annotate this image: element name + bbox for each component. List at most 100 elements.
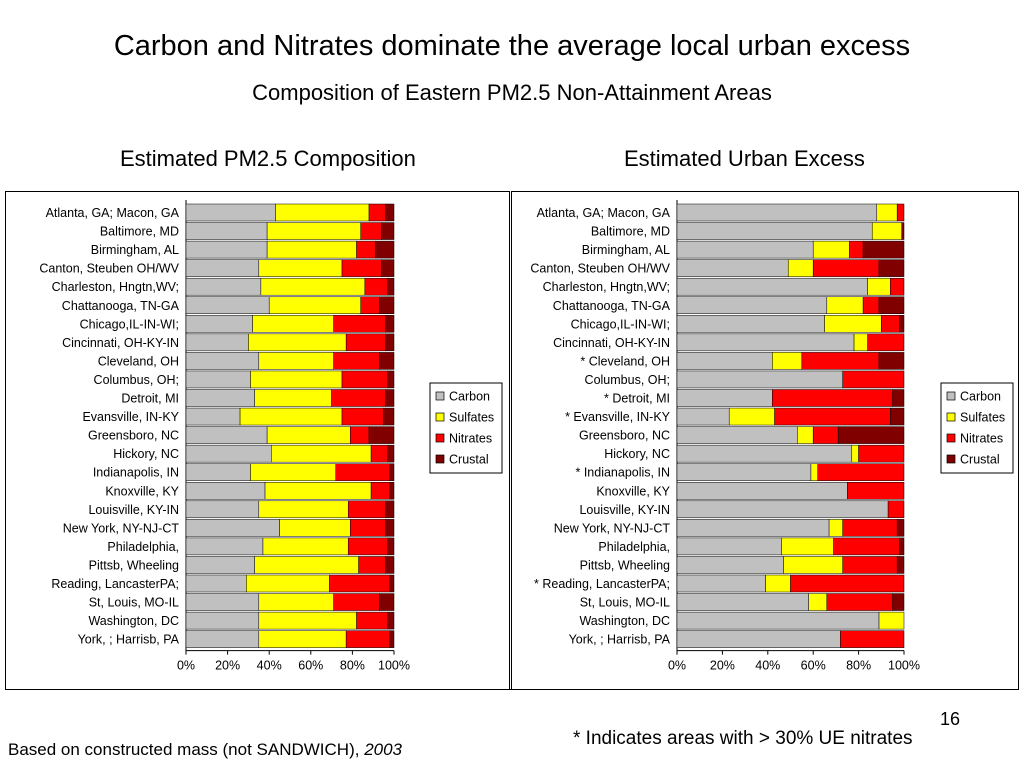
bar-crustal-chattanooga-tn-ga [379, 296, 395, 314]
urban-excess-chart: Atlanta, GA; Macon, GA Baltimore, MD Birmi… [530, 200, 1014, 673]
bar-carbon-greensboro-nc [185, 426, 268, 444]
bar-carbon-cincinnati-oh-ky-in [676, 333, 855, 352]
x-tick-label: 20% [710, 659, 735, 673]
bar-carbon-charleston-hngtn-wv [676, 277, 868, 296]
category-label: Columbus, OH; [585, 373, 670, 387]
bar-nitrates-hickory-nc [858, 444, 905, 463]
bar-crustal-canton-steuben-oh-wv [381, 259, 395, 277]
bar-sulfates-washington-dc [258, 611, 357, 630]
legend-swatch-crustal [435, 454, 445, 464]
bar-nitrates-birmingham-al [356, 240, 376, 259]
bar-crustal-evansville-in-ky [383, 407, 395, 426]
bar-carbon-new-york-ny-nj-ct [676, 519, 830, 537]
bar-sulfates-hickory-nc [271, 444, 372, 463]
bar-nitrates-cleveland-oh [801, 352, 880, 370]
bar-carbon-cleveland-oh [676, 352, 773, 370]
bar-crustal-washington-dc [387, 611, 395, 630]
bar-nitrates-detroit-mi [772, 389, 893, 407]
category-label: Canton, Steuben OH/WV [39, 262, 179, 276]
legend-swatch-carbon [435, 391, 445, 401]
bar-crustal-columbus-oh [387, 370, 395, 389]
category-label: Baltimore, MD [591, 225, 670, 239]
legend-label-crustal: Crustal [449, 453, 489, 467]
category-label: Canton, Steuben OH/WV [530, 262, 670, 276]
bar-carbon-chicago-il-in-wi [185, 315, 253, 333]
slide-subtitle: Composition of Eastern PM2.5 Non-Attainm… [252, 80, 772, 105]
bar-sulfates-pittsb-wheeling [783, 556, 843, 574]
bar-carbon-indianapolis-in [676, 463, 812, 481]
bar-nitrates-columbus-oh [341, 370, 389, 389]
bar-sulfates-louisville-ky-in [258, 500, 349, 519]
legend-swatch-carbon [946, 391, 956, 401]
bar-nitrates-hickory-nc [370, 444, 389, 463]
bar-crustal-baltimore-md [901, 222, 905, 240]
bar-crustal-cleveland-oh [878, 352, 905, 370]
bar-carbon-columbus-oh [676, 370, 843, 389]
category-label: Atlanta, GA; Macon, GA [537, 206, 671, 220]
bar-crustal-philadelphia [899, 537, 905, 556]
bar-sulfates-reading-lancasterpa [246, 574, 330, 593]
bar-carbon-indianapolis-in [185, 463, 251, 481]
category-label: St, Louis, MO-IL [580, 596, 670, 610]
bar-carbon-chattanooga-tn-ga [185, 296, 270, 314]
legend-label-sulfates: Sulfates [449, 411, 494, 425]
bar-sulfates-baltimore-md [266, 222, 361, 240]
bar-carbon-greensboro-nc [676, 426, 798, 444]
category-label: Louisville, KY-IN [88, 503, 179, 517]
bar-carbon-atlanta-ga-macon-ga [676, 203, 878, 222]
legend-label-carbon: Carbon [449, 390, 490, 404]
bar-crustal-new-york-ny-nj-ct [385, 519, 395, 537]
bar-crustal-canton-steuben-oh-wv [878, 259, 905, 277]
bar-nitrates-pittsb-wheeling [842, 556, 898, 574]
bar-nitrates-st-louis-mo-il [826, 593, 893, 611]
category-label: Charleston, Hngtn,WV; [543, 280, 670, 294]
bar-carbon-pittsb-wheeling [676, 556, 784, 574]
bar-crustal-reading-lancasterpa [389, 574, 395, 593]
bar-carbon-washington-dc [676, 611, 880, 630]
bar-carbon-philadelphia [676, 537, 782, 556]
bar-carbon-cincinnati-oh-ky-in [185, 333, 249, 352]
bar-crustal-detroit-mi [892, 389, 905, 407]
bar-carbon-chattanooga-tn-ga [676, 296, 828, 314]
x-tick-label: 80% [846, 659, 871, 673]
bar-crustal-evansville-in-ky [890, 407, 905, 426]
category-label: Philadelphia, [598, 540, 670, 554]
bar-carbon-reading-lancasterpa [185, 574, 247, 593]
bar-sulfates-indianapolis-in [250, 463, 337, 481]
bar-nitrates-york-harrisb-pa [840, 630, 905, 648]
bar-sulfates-philadelphia [781, 537, 834, 556]
bar-sulfates-york-harrisb-pa [258, 630, 347, 648]
bar-sulfates-charleston-hngtn-wv [260, 277, 366, 296]
bar-sulfates-chicago-il-in-wi [824, 315, 882, 333]
bar-nitrates-chattanooga-tn-ga [360, 296, 380, 314]
bar-nitrates-atlanta-ga-macon-ga [368, 203, 386, 222]
category-label: Chicago,IL-IN-WI; [571, 317, 670, 331]
right-chart-area: Atlanta, GA; Macon, GA Baltimore, MD Birmi… [511, 191, 1019, 690]
bar-sulfates-birmingham-al [812, 240, 850, 259]
category-label: * Indianapolis, IN [575, 466, 670, 480]
bar-nitrates-pittsb-wheeling [358, 556, 386, 574]
bar-sulfates-indianapolis-in [810, 463, 818, 481]
bar-sulfates-hickory-nc [851, 444, 859, 463]
bar-nitrates-philadelphia [833, 537, 900, 556]
bar-nitrates-charleston-hngtn-wv [890, 277, 905, 296]
category-label: Atlanta, GA; Macon, GA [46, 206, 180, 220]
category-label: Greensboro, NC [579, 429, 670, 443]
legend-label-nitrates: Nitrates [960, 432, 1003, 446]
bar-crustal-atlanta-ga-macon-ga [385, 203, 395, 222]
category-label: * Cleveland, OH [580, 354, 670, 368]
bar-carbon-york-harrisb-pa [676, 630, 841, 648]
category-label: * Reading, LancasterPA; [534, 577, 670, 591]
category-label: Detroit, MI [121, 392, 179, 406]
bar-nitrates-indianapolis-in [335, 463, 391, 481]
bar-sulfates-evansville-in-ky [728, 407, 775, 426]
bar-carbon-charleston-hngtn-wv [185, 277, 262, 296]
bar-sulfates-chicago-il-in-wi [252, 315, 334, 333]
bar-carbon-detroit-mi [676, 389, 773, 407]
category-label: Evansville, IN-KY [82, 410, 179, 424]
category-label: Washington, DC [579, 614, 670, 628]
legend-label-sulfates: Sulfates [960, 411, 1005, 425]
category-label: Chicago,IL-IN-WI; [80, 317, 179, 331]
bar-nitrates-new-york-ny-nj-ct [350, 519, 386, 537]
bar-sulfates-cincinnati-oh-ky-in [853, 333, 868, 352]
